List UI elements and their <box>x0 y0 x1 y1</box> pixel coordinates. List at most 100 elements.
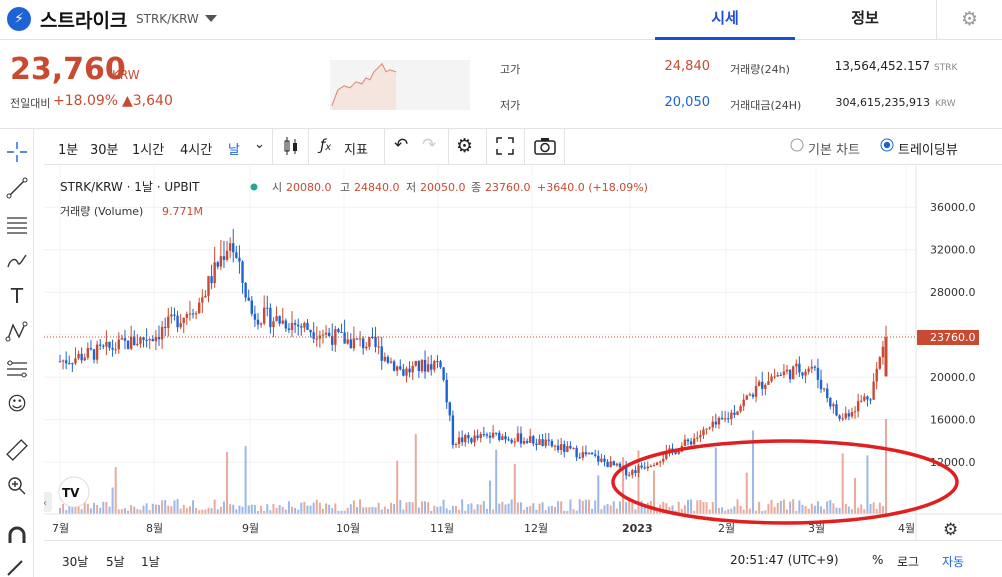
volume-bar <box>696 500 699 514</box>
volume-bar <box>136 509 139 514</box>
log-toggle[interactable]: 로그 <box>897 555 920 569</box>
volume-bar <box>606 504 609 514</box>
auto-toggle[interactable]: 자동 <box>942 555 965 569</box>
volume-bar <box>588 499 591 514</box>
candle-type-icon[interactable] <box>282 136 300 160</box>
range-5d[interactable]: 5날 <box>106 555 125 569</box>
candle-body <box>219 256 223 267</box>
price-chart[interactable]: 36000.032000.028000.024000.020000.016000… <box>44 166 1002 540</box>
candle-body <box>89 348 93 350</box>
interval-30min[interactable]: 30분 <box>90 143 119 158</box>
volume-bar <box>807 508 810 514</box>
redo-icon[interactable]: ↷ <box>422 135 437 155</box>
candle-body <box>705 428 708 430</box>
magnet-icon[interactable] <box>4 523 30 549</box>
candle-body <box>213 262 216 284</box>
volume-bar <box>860 504 863 514</box>
range-1d[interactable]: 1날 <box>141 555 160 569</box>
candle-body <box>513 441 516 443</box>
y-tick-label: 36000.0 <box>930 201 976 214</box>
candle-body <box>507 439 510 441</box>
percent-toggle[interactable]: % <box>872 553 884 567</box>
volume-bar <box>458 509 461 514</box>
candle-body <box>727 418 730 420</box>
volume-bar <box>755 510 758 514</box>
gear-icon[interactable]: ⚙ <box>456 135 474 157</box>
candle-body <box>358 338 362 340</box>
interval-4h[interactable]: 4시간 <box>180 143 213 158</box>
candle-body <box>120 338 124 340</box>
chevron-down-icon[interactable]: ⌄ <box>254 137 265 152</box>
tradingview-label: 트레이딩뷰 <box>898 143 958 158</box>
volume-bar <box>269 510 272 514</box>
candle-body <box>433 361 436 370</box>
candle-body <box>884 337 888 377</box>
ruler-icon[interactable] <box>4 437 30 463</box>
range-30d[interactable]: 30날 <box>62 555 89 569</box>
candle-body <box>872 381 875 400</box>
pattern-icon[interactable] <box>4 319 30 345</box>
candle-body <box>559 444 563 450</box>
candle-body <box>170 314 173 317</box>
interval-day[interactable]: 날 <box>228 143 240 158</box>
candle-body <box>600 458 603 462</box>
interval-1h[interactable]: 1시간 <box>132 143 165 158</box>
crosshair-icon[interactable] <box>4 139 30 165</box>
candle-body <box>105 341 108 347</box>
candle-body <box>287 328 291 330</box>
volume-bar <box>454 506 457 514</box>
volume-bar <box>618 501 621 514</box>
text-tool-icon[interactable]: T <box>10 284 24 308</box>
radio-tradingview[interactable] <box>880 138 894 156</box>
indicator-button[interactable]: 지표 <box>344 143 368 158</box>
candle-body <box>451 415 455 445</box>
zoom-in-icon[interactable] <box>4 473 30 499</box>
low-price: 20,050 <box>664 95 711 110</box>
candle-body <box>686 439 690 442</box>
volume-bar <box>182 504 185 514</box>
trendline-icon[interactable] <box>4 175 30 201</box>
chart-settings-gear-icon[interactable]: ⚙ <box>943 520 958 540</box>
tab-info[interactable]: 정보 <box>851 9 879 27</box>
brush-icon[interactable] <box>4 247 30 273</box>
candle-body <box>163 326 167 328</box>
candle-body <box>495 432 498 434</box>
volume-bar <box>492 509 495 514</box>
candle-body <box>417 360 421 372</box>
pencil-icon[interactable] <box>4 557 30 577</box>
horizontal-lines-icon[interactable] <box>4 211 30 237</box>
candle-body <box>488 435 492 438</box>
volume-bar <box>111 487 114 514</box>
volume-bar <box>328 504 331 514</box>
candle-body <box>860 400 863 402</box>
candle-body <box>742 399 745 407</box>
candle-body <box>111 347 114 350</box>
current-price: 23,760 <box>10 52 126 87</box>
candle-body <box>414 360 417 366</box>
volume-bar <box>405 502 408 514</box>
candle-body <box>624 466 628 476</box>
separator <box>524 129 525 165</box>
tab-market-price[interactable]: 시세 <box>655 0 795 40</box>
volume-bar <box>572 509 575 514</box>
volume-bar <box>346 507 349 514</box>
candle-body <box>501 436 504 440</box>
interval-1min[interactable]: 1분 <box>58 143 79 158</box>
radio-basic-chart[interactable] <box>790 138 804 156</box>
camera-icon[interactable] <box>534 137 556 159</box>
fib-icon[interactable] <box>4 355 30 381</box>
chevron-down-icon[interactable] <box>205 15 217 22</box>
undo-icon[interactable]: ↶ <box>394 135 409 155</box>
candle-body <box>355 338 359 340</box>
volume-bar <box>226 452 229 514</box>
candle-body <box>281 320 284 324</box>
fullscreen-icon[interactable] <box>496 137 514 159</box>
fx-icon[interactable]: ƒx <box>320 136 332 154</box>
volume-bar <box>770 499 773 514</box>
emoji-icon[interactable]: ☺ <box>7 393 27 415</box>
volume-bar <box>643 505 646 514</box>
gear-icon[interactable]: ⚙ <box>936 0 1002 40</box>
volume-bar <box>668 507 671 514</box>
time-axis[interactable]: 7월 8월 9월 10월 11월 12월 2023 2월 3월 4월 <box>52 522 915 535</box>
scroll-left-button[interactable]: ‹ <box>44 492 52 512</box>
